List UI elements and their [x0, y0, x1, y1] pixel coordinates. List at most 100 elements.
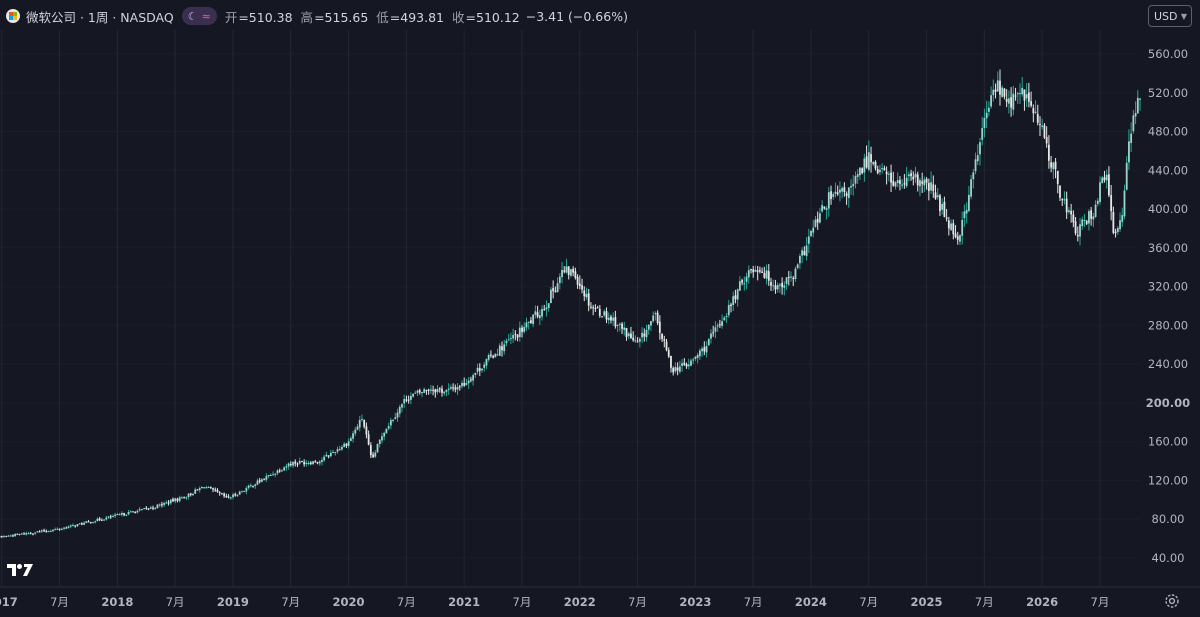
- candle-body: [919, 180, 921, 187]
- candle-body: [383, 432, 386, 437]
- candle-body: [467, 380, 470, 384]
- candle-body: [16, 533, 19, 535]
- candle-body: [558, 276, 561, 283]
- candle-body: [469, 379, 472, 381]
- candle-body: [76, 524, 79, 527]
- candle-body: [743, 283, 746, 285]
- candle-body: [807, 236, 810, 244]
- candle-body: [1101, 177, 1104, 184]
- candle-body: [785, 277, 788, 284]
- candle-body: [803, 251, 806, 256]
- candle-body: [1105, 174, 1108, 181]
- candle-body: [436, 389, 439, 392]
- y-tick-label: 240.00: [1148, 357, 1188, 371]
- candle-body: [140, 509, 143, 511]
- x-tick-label: 2025: [911, 595, 943, 609]
- candle-body: [983, 117, 986, 128]
- candle-body: [27, 533, 30, 535]
- price-axis[interactable]: 40.00 80.00 120.00 160.00 200.00 240.00 280.00…: [1146, 47, 1190, 565]
- candle-body: [963, 211, 966, 219]
- candle-body: [465, 383, 468, 385]
- candle-body: [912, 176, 915, 180]
- candle-body: [441, 388, 443, 393]
- candle-body: [645, 329, 648, 338]
- symbol-title[interactable]: 微软公司 · 1周 · NASDAQ: [26, 9, 174, 25]
- candle-body: [236, 495, 239, 497]
- candle-body: [970, 179, 972, 197]
- candle-body: [67, 526, 70, 529]
- candle-body: [294, 461, 297, 464]
- candle-body: [565, 266, 568, 273]
- candle-body: [309, 462, 312, 465]
- candle-body: [507, 339, 510, 341]
- candle-body: [1132, 115, 1135, 132]
- candle-body: [525, 322, 528, 328]
- candle-body: [472, 375, 475, 381]
- candle-body: [14, 533, 17, 537]
- candle-body: [952, 223, 955, 235]
- candle-body: [367, 434, 370, 445]
- tradingview-logo-icon[interactable]: [7, 562, 35, 578]
- candle-body: [218, 492, 221, 494]
- candle-body: [261, 479, 263, 482]
- candle-body: [781, 282, 784, 288]
- indicator-pill[interactable]: ☾ ≈: [181, 7, 217, 25]
- candle-body: [363, 419, 366, 427]
- candle-body: [292, 461, 294, 466]
- candle-body: [976, 155, 979, 162]
- x-tick-label: 7月: [50, 595, 69, 609]
- candle-body: [850, 185, 852, 188]
- candle-body: [741, 280, 744, 283]
- candle-body: [654, 313, 657, 315]
- candle-body: [1094, 204, 1097, 217]
- candle-body: [1027, 92, 1030, 102]
- candle-body: [1090, 210, 1093, 219]
- ohlc-close: 收=510.12: [452, 9, 520, 25]
- candle-body: [498, 345, 501, 356]
- candle-body: [232, 494, 234, 498]
- candle-body: [225, 496, 228, 498]
- candle-body: [910, 173, 912, 177]
- candle-body: [661, 333, 663, 339]
- candle-body: [432, 389, 434, 391]
- candle-body: [9, 535, 12, 537]
- x-tick-label: 2019: [217, 595, 249, 609]
- candle-body: [214, 489, 217, 491]
- candle-body: [776, 284, 779, 290]
- candle-body: [816, 218, 819, 223]
- candle-body: [36, 531, 39, 533]
- candle-body: [405, 399, 408, 401]
- candle-body: [87, 521, 90, 523]
- candle-body: [1065, 198, 1068, 213]
- candle-body: [990, 95, 992, 107]
- y-tick-label: 440.00: [1148, 163, 1188, 177]
- candle-body: [109, 516, 112, 518]
- candle-body: [327, 455, 330, 457]
- candle-body: [1019, 93, 1021, 95]
- candle-body: [301, 461, 303, 463]
- candle-body: [63, 527, 65, 529]
- candle-body: [967, 194, 970, 211]
- candle-body: [841, 188, 844, 192]
- settings-gear-icon[interactable]: [1163, 592, 1181, 610]
- candle-body: [196, 489, 199, 491]
- candle-body: [483, 364, 486, 368]
- candle-body: [138, 509, 141, 511]
- currency-select[interactable]: USD ▼: [1148, 5, 1192, 27]
- candle-body: [165, 502, 168, 504]
- candle-body: [487, 355, 490, 360]
- candle-body: [503, 344, 506, 352]
- candle-body: [907, 174, 910, 177]
- candle-body: [556, 283, 559, 293]
- candle-body: [772, 285, 775, 287]
- x-tick-label: 7月: [628, 595, 647, 609]
- candle-body: [972, 172, 975, 180]
- candle-body: [23, 533, 25, 535]
- candle-body: [947, 220, 950, 229]
- candle-body: [1016, 93, 1019, 95]
- candle-body: [427, 389, 430, 391]
- time-axis[interactable]: 2017 7月 2018 7月 2019 7月 2020 7月 2021 7月 2022 7月 2023…: [0, 586, 1200, 609]
- candle-body: [885, 171, 888, 175]
- candle-body: [114, 514, 117, 517]
